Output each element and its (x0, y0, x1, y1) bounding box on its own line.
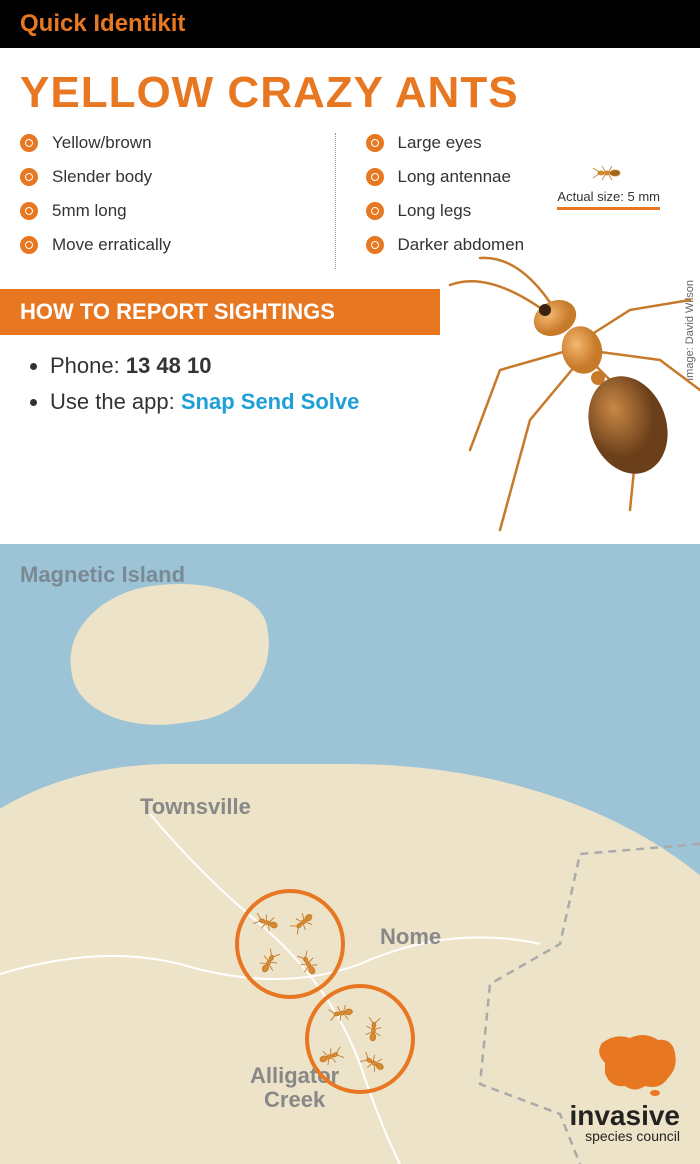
hotspot-nome (235, 889, 345, 999)
feature-item: Large eyes (366, 133, 681, 153)
feature-item: 5mm long (20, 201, 335, 221)
feature-item: Move erratically (20, 235, 335, 255)
bullet-icon (20, 168, 38, 186)
feature-text: Long antennae (398, 167, 511, 187)
map-label-magnetic-island: Magnetic Island (20, 562, 185, 588)
kicker: Quick Identikit (20, 10, 680, 38)
bullet-icon (20, 134, 38, 152)
bullet-icon (20, 236, 38, 254)
bullet-icon (366, 134, 384, 152)
features-left-column: Yellow/brown Slender body 5mm long Move … (20, 133, 336, 269)
feature-text: Large eyes (398, 133, 482, 153)
app-label: Use the app: (50, 389, 181, 414)
tiny-ant-icon (589, 163, 629, 183)
feature-text: Move erratically (52, 235, 171, 255)
feature-text: Slender body (52, 167, 152, 187)
large-ant-illustration (430, 250, 700, 550)
phone-value: 13 48 10 (126, 353, 212, 378)
actual-size-label: Actual size: 5 mm (557, 189, 660, 210)
feature-text: Long legs (398, 201, 472, 221)
actual-size-indicator: Actual size: 5 mm (557, 163, 660, 210)
feature-item: Slender body (20, 167, 335, 187)
header-bar: Quick Identikit (0, 0, 700, 48)
app-link[interactable]: Snap Send Solve (181, 389, 360, 414)
page-title: YELLOW CRAZY ANTS (0, 48, 700, 133)
feature-item: Yellow/brown (20, 133, 335, 153)
alligator-line2: Creek (264, 1087, 325, 1112)
map-area: Magnetic Island Townsville Nome Alligato… (0, 544, 700, 1164)
australia-icon (590, 1028, 680, 1098)
bullet-icon (366, 202, 384, 220)
map-label-nome: Nome (380, 924, 441, 950)
logo-text-main: invasive (569, 1103, 680, 1128)
report-banner: HOW TO REPORT SIGHTINGS (0, 289, 440, 335)
logo: invasive species council (569, 1028, 680, 1144)
bullet-icon (366, 236, 384, 254)
hotspot-alligator-creek (305, 984, 415, 1094)
bullet-icon (366, 168, 384, 186)
feature-text: Yellow/brown (52, 133, 152, 153)
logo-text-sub: species council (569, 1128, 680, 1144)
bullet-icon (20, 202, 38, 220)
map-label-townsville: Townsville (140, 794, 251, 820)
feature-text: 5mm long (52, 201, 127, 221)
phone-label: Phone: (50, 353, 126, 378)
